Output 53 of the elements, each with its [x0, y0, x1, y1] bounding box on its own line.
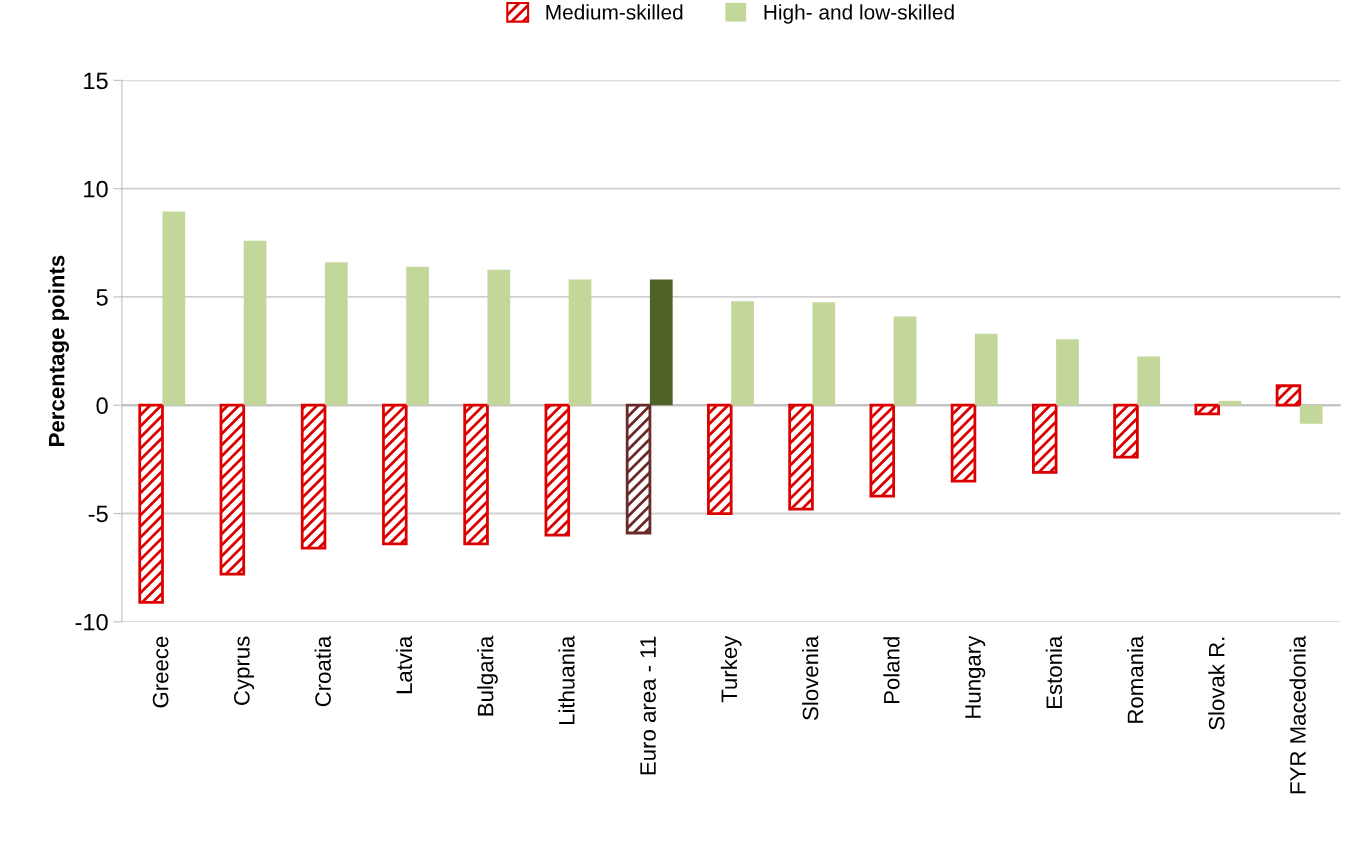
bar [544, 403, 571, 537]
x-tick-label: Greece [152, 636, 169, 708]
bar [1194, 403, 1220, 416]
x-tick-label: Euro area - 11 [640, 636, 656, 775]
bar [869, 403, 896, 498]
bar [406, 266, 429, 406]
x-tick-label: Romania [1127, 635, 1144, 723]
bar [625, 403, 652, 535]
x-tick-label: Latvia [395, 635, 413, 694]
bar [463, 403, 489, 546]
bar [1056, 339, 1079, 406]
x-tick-label: Cyprus [233, 636, 255, 705]
y-axis-title: Percentage points [48, 255, 69, 446]
x-tick-label: Slovenia [802, 635, 819, 720]
x-tick-label: Slovak R. [1208, 637, 1225, 730]
x-tick-label: Hungary [965, 635, 986, 718]
bar [1275, 384, 1302, 407]
bar [324, 262, 348, 406]
bar [487, 269, 511, 406]
x-tick-label: Croatia [314, 635, 331, 707]
bar [974, 333, 998, 406]
legend-label: Medium-skilled [546, 4, 683, 20]
bar [568, 279, 592, 406]
bar [382, 403, 408, 546]
y-tick-label: 15 [84, 72, 108, 90]
y-tick-label: -5 [88, 505, 108, 523]
bar [1031, 403, 1058, 474]
x-tick-label: Lithuania [558, 635, 575, 725]
bar [950, 403, 977, 483]
bar [649, 279, 673, 406]
x-tick-label: Bulgaria [477, 635, 498, 716]
y-tick-label: -10 [75, 613, 108, 631]
bar [138, 403, 164, 604]
bar [1113, 403, 1139, 459]
y-tick-label: 10 [84, 180, 108, 198]
x-tick-label: Poland [883, 637, 900, 704]
bar [1137, 356, 1161, 406]
bar [893, 316, 917, 406]
bar [731, 301, 754, 406]
bar [788, 403, 814, 511]
y-tick-label: 0 [96, 397, 108, 415]
bar [300, 403, 327, 550]
bar [707, 403, 733, 515]
legend-label: High- and low-skilled [764, 4, 954, 24]
x-tick-label: FYR Macedonia [1289, 635, 1306, 794]
x-tick-label: Estonia [1045, 635, 1063, 708]
x-tick-label: Turkey [720, 635, 742, 703]
bar [219, 403, 246, 576]
bar [1299, 405, 1323, 424]
y-tick-label: 5 [96, 289, 108, 306]
bar [243, 240, 267, 406]
bar [812, 302, 836, 406]
bar [162, 211, 186, 406]
